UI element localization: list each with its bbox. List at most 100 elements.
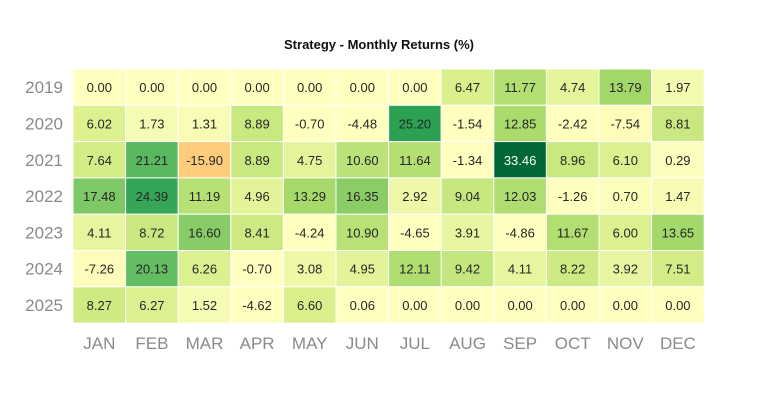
heatmap-cell (72, 68, 127, 106)
cell-value-label: -1.26 (558, 189, 588, 204)
y-tick-label: 2023 (25, 223, 63, 242)
cell-value-label: 11.64 (399, 153, 431, 168)
cell-value-label: 8.89 (244, 116, 269, 131)
cell-value-label: 12.03 (504, 189, 537, 204)
cell-value-label: 1.52 (192, 298, 217, 313)
heatmap-cell (72, 213, 127, 251)
heatmap-cell (72, 177, 127, 215)
heatmap-cell (651, 104, 705, 143)
heatmap-cell (598, 104, 653, 143)
cell-value-label: 11.77 (504, 80, 536, 95)
x-tick-label: APR (240, 334, 275, 353)
heatmap-cell (230, 286, 284, 324)
heatmap-cell (230, 104, 284, 143)
heatmap-cell (651, 177, 705, 215)
heatmap-cell (440, 250, 495, 288)
heatmap-cell (125, 68, 179, 106)
cell-value-label: 1.73 (139, 116, 164, 131)
heatmap-cell (388, 177, 442, 215)
heatmap-cell (72, 286, 127, 324)
cell-value-label: 33.46 (504, 153, 537, 168)
cell-value-label: 10.90 (346, 225, 379, 240)
heatmap-cell (651, 68, 705, 106)
cell-value-label: 11.67 (557, 225, 589, 240)
heatmap-cell (230, 250, 284, 288)
heatmap-cell (335, 104, 390, 143)
heatmap-cell (125, 104, 179, 143)
heatmap-cell (388, 250, 442, 288)
heatmap-cell (493, 250, 547, 288)
heatmap-cell (335, 250, 390, 288)
cell-value-label: 8.22 (560, 262, 585, 277)
heatmap-cell (282, 141, 337, 179)
cell-value-label: 11.19 (189, 189, 221, 204)
cell-value-label: 8.41 (244, 225, 269, 240)
cell-value-label: 0.00 (192, 80, 217, 95)
heatmap-cell (493, 104, 547, 143)
cell-value-label: 16.60 (188, 225, 221, 240)
heatmap-cell (440, 213, 495, 251)
cell-value-label: 0.00 (87, 80, 112, 95)
heatmap-cell (651, 250, 705, 288)
x-tick-label: MAR (186, 334, 224, 353)
cell-value-label: 13.79 (609, 80, 642, 95)
cell-value-label: -4.24 (295, 225, 325, 240)
cell-value-label: 7.64 (87, 153, 112, 168)
cell-value-label: 8.72 (139, 225, 164, 240)
heatmap-cell (282, 213, 337, 251)
x-tick-label: SEP (503, 334, 537, 353)
cell-value-label: 4.11 (508, 262, 532, 277)
cell-value-label: 1.97 (665, 80, 690, 95)
heatmap-cell (125, 213, 179, 251)
cell-value-label: 0.00 (350, 80, 375, 95)
heatmap-cell (598, 286, 653, 324)
cell-value-label: 4.96 (244, 189, 269, 204)
cell-value-label: 7.51 (665, 262, 690, 277)
x-tick-label: JAN (83, 334, 115, 353)
cell-value-label: 0.00 (402, 80, 427, 95)
cell-value-label: -1.34 (453, 153, 483, 168)
heatmap-cell (388, 141, 442, 179)
cell-value-label: 0.00 (613, 298, 638, 313)
cell-value-label: 25.20 (399, 116, 432, 131)
heatmap-cell (335, 286, 390, 324)
x-tick-label: OCT (555, 334, 591, 353)
heatmap-cell (72, 250, 127, 288)
cell-value-label: 0.00 (560, 298, 585, 313)
heatmap-cell (598, 213, 653, 251)
cell-value-label: 12.85 (504, 116, 537, 131)
heatmap-cell (177, 286, 232, 324)
heatmap-cell (545, 104, 600, 143)
chart-title: Strategy - Monthly Returns (%) (284, 37, 474, 52)
heatmap-cell (545, 68, 600, 106)
heatmap-cell (545, 286, 600, 324)
cell-value-label: 0.00 (507, 298, 532, 313)
x-tick-label: JUN (346, 334, 379, 353)
cell-value-label: 2.92 (402, 189, 427, 204)
heatmap-cells: 0.00 0.00 0.00 0.00 0.00 0.00 0.00 6.47 11.77 4.7… (72, 68, 705, 324)
cell-value-label: 0.00 (139, 80, 164, 95)
heatmap-cell (177, 141, 232, 179)
heatmap-cell (335, 177, 390, 215)
cell-value-label: -15.90 (186, 153, 223, 168)
cell-value-label: 4.11 (87, 225, 111, 240)
heatmap-cell (388, 104, 442, 143)
cell-value-label: 17.48 (83, 189, 116, 204)
heatmap-cell (493, 177, 547, 215)
x-tick-label: MAY (292, 334, 328, 353)
cell-value-label: 3.91 (455, 225, 480, 240)
y-tick-label: 2021 (25, 151, 63, 170)
cell-value-label: 0.00 (455, 298, 480, 313)
heatmap-cell (651, 286, 705, 324)
x-tick-label: FEB (135, 334, 168, 353)
y-axis-labels: 2019 2020 2021 2022 2023 2024 2025 (25, 78, 63, 315)
y-tick-label: 2025 (25, 296, 63, 315)
cell-value-label: -0.70 (295, 116, 325, 131)
cell-value-label: 13.65 (662, 225, 695, 240)
cell-value-label: -2.42 (558, 116, 588, 131)
heatmap-cell (125, 286, 179, 324)
cell-value-label: 24.39 (136, 189, 169, 204)
cell-value-label: -1.54 (453, 116, 483, 131)
cell-value-label: 21.21 (136, 153, 169, 168)
